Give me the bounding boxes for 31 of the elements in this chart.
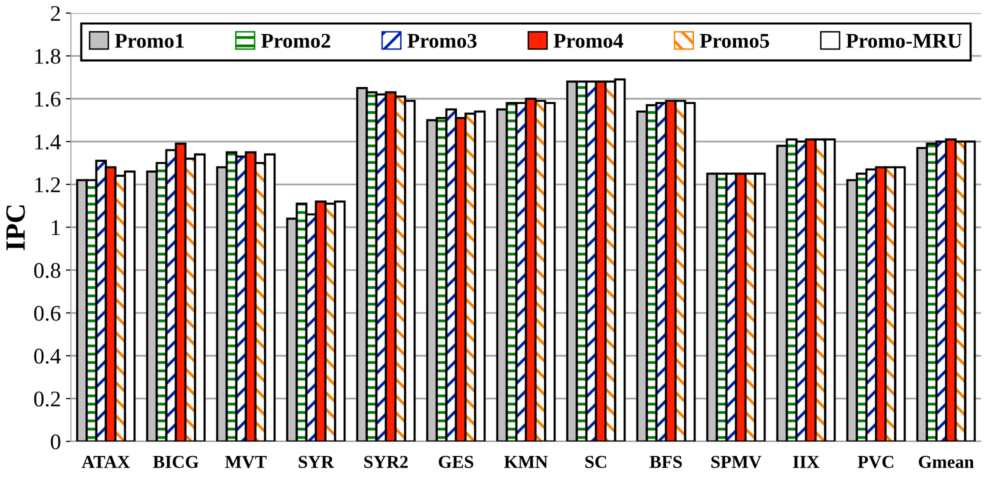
legend-label: Promo5 (700, 34, 770, 48)
x-tick-label: IIX (793, 456, 820, 468)
x-tick-label: MVT (225, 456, 267, 468)
legend-label: Promo3 (407, 34, 477, 48)
x-tick-label: PVC (858, 456, 894, 468)
x-tick-label: Gmean (918, 456, 974, 468)
x-tick-label: KMN (504, 456, 548, 468)
y-tick-label: 1.6 (35, 92, 60, 107)
x-tick-label: BICG (153, 456, 198, 468)
x-tick-label: SC (585, 456, 606, 468)
y-tick-label: 1.4 (35, 134, 61, 150)
y-tick-label: 0.2 (34, 392, 60, 407)
x-tick-label: BFS (650, 456, 682, 468)
y-axis-title: IPC (6, 205, 25, 250)
legend-label: Promo1 (114, 34, 184, 48)
legend-label: Promo-MRU (846, 34, 962, 48)
y-tick-label: 2 (50, 6, 60, 21)
y-tick-label: 0.8 (34, 263, 60, 278)
x-tick-label: SPMV (711, 456, 762, 468)
legend-label: Promo4 (554, 34, 624, 48)
y-tick-label: 0.4 (34, 348, 61, 364)
x-tick-label: SYR (298, 456, 334, 468)
x-tick-label: GES (438, 456, 474, 468)
x-tick-label: SYR2 (364, 456, 408, 468)
y-tick-label: 1.2 (35, 177, 60, 192)
x-tick-label: ATAX (82, 456, 130, 468)
y-tick-label: 0.6 (34, 306, 60, 321)
legend-label: Promo2 (261, 34, 330, 48)
y-tick-label: 1.8 (35, 48, 60, 64)
y-tick-label: 1 (52, 220, 60, 235)
y-tick-label: 0 (50, 434, 60, 450)
